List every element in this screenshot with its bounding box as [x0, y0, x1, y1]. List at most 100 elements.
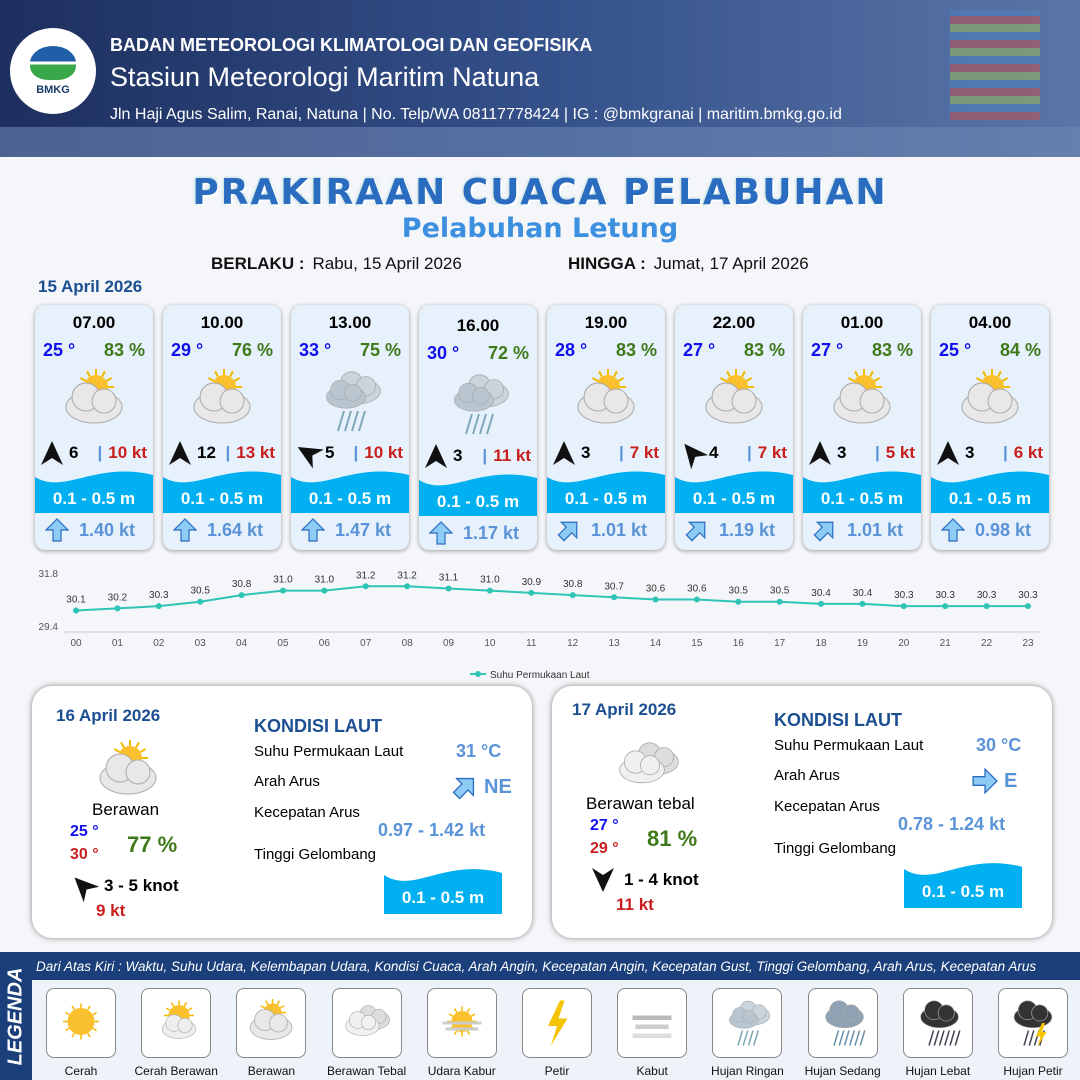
berawan-tebal-icon [619, 742, 679, 784]
wave-shape [931, 471, 1049, 513]
forecast-time: 13.00 [328, 313, 372, 332]
sea-condition-title: KONDISI LAUT [254, 716, 382, 736]
x-tick-label: 15 [691, 638, 703, 649]
wave-shape [803, 471, 921, 513]
hujan-petir-icon [1013, 1000, 1053, 1047]
x-tick-label: 04 [236, 638, 248, 649]
wind-direction-icon [684, 443, 709, 470]
data-label: 30.8 [563, 579, 583, 590]
data-point [238, 592, 245, 599]
legend-section: LEGENDA Dari Atas Kiri : Waktu, Suhu Uda… [0, 952, 1080, 1080]
contact-info: Jln Haji Agus Salim, Ranai, Natuna | No.… [110, 106, 842, 123]
valid-to: HINGGA : Jumat, 17 April 2026 [568, 254, 809, 273]
sst-label: Suhu Permukaan Laut [254, 743, 404, 760]
legend-item: Cerah Berawan [131, 988, 221, 1078]
temp-min: 25 ° [70, 823, 99, 840]
humidity: 84 % [999, 340, 1041, 360]
hujan-ringan-icon [454, 374, 509, 435]
forecast-time: 22.00 [712, 313, 756, 332]
current-direction-icon [685, 521, 706, 542]
kabut-icon [632, 1015, 672, 1038]
port-illustration [0, 127, 1080, 157]
x-tick-label: 19 [857, 638, 869, 649]
gust-speed: 11 kt [616, 895, 654, 914]
wave-label: Tinggi Gelombang [254, 846, 377, 863]
wave-shape [419, 474, 537, 516]
legend-item: Hujan Ringan [702, 988, 792, 1078]
berawan-icon [99, 740, 157, 795]
humidity: 83 % [103, 340, 145, 360]
data-point [73, 607, 79, 614]
gust-speed: 11 kt [493, 446, 531, 465]
current-direction: NE [484, 775, 512, 798]
current-direction-icon [972, 768, 998, 794]
wave-height: 0.1 - 0.5 m [948, 489, 1032, 508]
x-tick-label: 20 [898, 638, 910, 649]
day-forecast-panel: 16 April 2026 Berawan 25 ° 30 ° 77 % 3 -… [32, 686, 532, 938]
forecast-card: 13.00 33 ° 75 % 5 | 10 kt 0.1 - 0.5 m 1.47 … [291, 305, 409, 550]
wind-speed: 3 [837, 443, 847, 462]
humidity: 83 % [743, 340, 785, 360]
day-forecast-panel: 17 April 2026 Berawan tebal 27 ° 29 ° 81… [552, 686, 1052, 938]
data-label: 30.7 [604, 581, 624, 592]
legend-item: Berawan [226, 988, 316, 1078]
air-temp: 25 ° [43, 340, 76, 360]
hujan-ringan-icon [326, 371, 381, 432]
current-speed-label: Kecepatan Arus [774, 798, 880, 815]
data-point [114, 605, 121, 612]
current-direction: E [1004, 769, 1018, 792]
data-point [983, 603, 990, 610]
wind-direction-icon [41, 441, 63, 465]
data-point [197, 598, 204, 605]
x-tick-label: 01 [112, 638, 124, 649]
cerah-berawan-icon [162, 1000, 197, 1039]
forecast-card: 16.00 30 ° 72 % 3 | 11 kt 0.1 - 0.5 m 1.17 … [419, 305, 537, 550]
sst-label: Suhu Permukaan Laut [774, 737, 924, 754]
forecast-card: 01.00 27 ° 83 % 3 | 5 kt 0.1 - 0.5 m 1.01 k… [803, 305, 921, 550]
x-tick-label: 18 [815, 638, 827, 649]
wave-height: 0.1 - 0.5 m [436, 492, 520, 511]
sst-value: 30 °C [976, 735, 1022, 755]
humidity: 83 % [871, 340, 913, 360]
data-point [321, 587, 328, 594]
data-label: 30.1 [66, 595, 86, 606]
page-title: PRAKIRAAN CUACA PELABUHAN [192, 172, 888, 213]
wave-shape [35, 471, 153, 513]
air-temp: 33 ° [299, 340, 332, 360]
current-speed: 1.17 kt [463, 522, 520, 543]
humidity: 72 % [487, 343, 529, 363]
current-speed: 0.98 kt [975, 519, 1032, 540]
berawan-icon [961, 369, 1019, 424]
gust-speed: 7 kt [757, 443, 787, 462]
data-point [445, 585, 452, 592]
petir-icon [548, 1000, 568, 1046]
legend-description: Dari Atas Kiri : Waktu, Suhu Udara, Kele… [36, 959, 1037, 974]
x-tick-label: 11 [526, 638, 537, 649]
berawan-icon [193, 369, 251, 424]
forecast-time: 10.00 [200, 313, 244, 332]
wind-direction-icon [169, 441, 191, 465]
forecast-card: 10.00 29 ° 76 % 12 | 13 kt 0.1 - 0.5 m 1.64… [163, 305, 281, 550]
header-banner: BMKG BADAN METEOROLOGI KLIMATOLOGI DAN G… [0, 0, 1080, 157]
data-point [942, 603, 949, 610]
forecast-card: 19.00 28 ° 83 % 3 | 7 kt 0.1 - 0.5 m 1.01 k… [547, 305, 665, 550]
data-label: 30.2 [108, 592, 128, 603]
data-label: 31.2 [356, 570, 376, 581]
wave-shape [163, 471, 281, 513]
gust-speed: 10 kt [364, 443, 403, 462]
wave-shape [384, 869, 502, 914]
wind-direction-icon [553, 441, 575, 465]
agency-name: BADAN METEOROLOGI KLIMATOLOGI DAN GEOFIS… [110, 35, 593, 55]
data-point [486, 587, 493, 594]
udara-kabur-icon [442, 1006, 482, 1037]
container-stack-illustration [950, 10, 1040, 120]
gust-speed: 9 kt [96, 901, 126, 920]
air-temp: 27 ° [683, 340, 716, 360]
data-label: 30.8 [232, 579, 252, 590]
data-label: 30.4 [811, 588, 831, 599]
wind-direction-icon [937, 441, 959, 465]
wind-direction-icon [592, 868, 614, 892]
air-temp: 27 ° [811, 340, 844, 360]
current-direction-icon [941, 518, 965, 542]
data-label: 30.9 [522, 577, 542, 588]
